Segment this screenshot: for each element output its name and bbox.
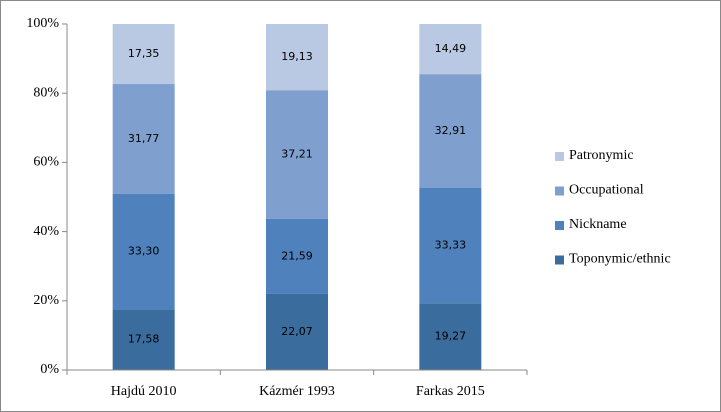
legend-label: Patronymic	[569, 148, 634, 163]
x-tick-label: Farkas 2015	[416, 384, 485, 399]
legend-label: Nickname	[569, 217, 627, 232]
data-label: 37,21	[281, 148, 313, 161]
data-label: 33,33	[435, 239, 467, 252]
legend-label: Occupational	[569, 183, 644, 198]
data-label: 17,58	[128, 333, 160, 346]
legend-swatch	[555, 152, 564, 161]
bar-segment	[266, 24, 328, 91]
data-label: 33,30	[128, 245, 160, 258]
data-label: 17,35	[128, 47, 160, 60]
bar-segment	[419, 24, 482, 75]
legend-swatch	[555, 186, 564, 196]
data-label: 21,59	[281, 249, 313, 262]
y-tick-label: 100%	[26, 16, 59, 31]
y-tick-label: 0%	[40, 362, 59, 377]
bar-segment	[112, 193, 175, 310]
bar-segment	[419, 74, 482, 189]
bar-segment	[112, 309, 175, 370]
bar-segment	[419, 303, 482, 370]
data-label: 22,07	[281, 325, 313, 338]
x-tick-label: Hajdú 2010	[111, 384, 177, 399]
y-tick-label: 40%	[33, 224, 59, 239]
bar-segment	[112, 24, 175, 85]
bar-segment	[266, 293, 328, 370]
legend-label: Toponymic/ethnic	[569, 252, 671, 267]
data-label: 19,13	[281, 50, 313, 63]
data-label: 31,77	[128, 132, 160, 145]
y-tick-label: 60%	[33, 155, 59, 170]
legend-swatch	[555, 221, 564, 230]
bar-segment	[266, 218, 328, 294]
legend-swatch	[555, 255, 564, 265]
bar-segment	[419, 188, 482, 304]
y-tick-label: 80%	[33, 85, 59, 100]
data-label: 19,27	[435, 330, 467, 343]
data-label: 14,49	[435, 42, 467, 55]
data-label: 32,91	[435, 124, 467, 137]
x-tick-label: Kázmér 1993	[259, 384, 335, 399]
bar-segment	[112, 84, 175, 194]
bar-segment	[266, 90, 328, 219]
y-tick-label: 20%	[33, 293, 59, 308]
